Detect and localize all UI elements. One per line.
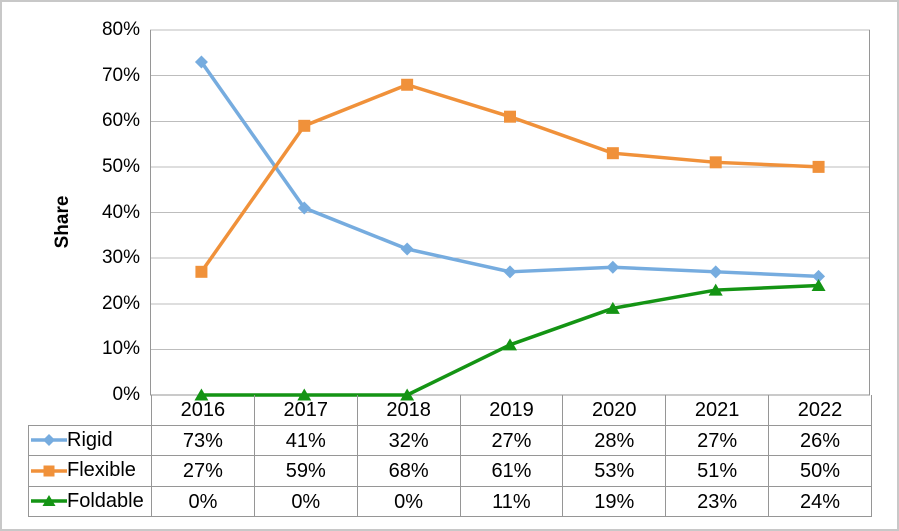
table-cell: 19% bbox=[563, 486, 667, 517]
data-point-rigid-2019 bbox=[503, 265, 517, 279]
y-tick-label: 50% bbox=[101, 155, 140, 177]
series-line-rigid bbox=[199, 60, 821, 279]
data-point-flexible-2020 bbox=[606, 147, 619, 160]
data-point-flexible-2022 bbox=[812, 160, 825, 173]
y-tick-label: 40% bbox=[101, 201, 140, 223]
table-cell: 68% bbox=[357, 456, 461, 487]
y-tick-label: 60% bbox=[101, 110, 140, 132]
table-cell: 28% bbox=[563, 425, 667, 456]
table-cell: 26% bbox=[769, 425, 872, 456]
x-axis-label: 2020 bbox=[563, 395, 667, 426]
legend-label-rigid: Rigid bbox=[67, 428, 113, 451]
data-point-foldable-2020 bbox=[605, 301, 620, 314]
table-cell: 0% bbox=[152, 486, 255, 517]
table-cell: 50% bbox=[769, 456, 872, 487]
legend-label-flexible: Flexible bbox=[67, 459, 136, 482]
x-axis-label: 2022 bbox=[769, 395, 872, 426]
data-point-foldable-2021 bbox=[708, 283, 723, 296]
x-axis-label: 2021 bbox=[666, 395, 770, 426]
data-point-foldable-2022 bbox=[811, 279, 826, 291]
table-cell: 61% bbox=[460, 456, 564, 487]
table-cell: 27% bbox=[666, 425, 770, 456]
x-axis-label: 2019 bbox=[460, 395, 564, 426]
data-point-rigid-2016 bbox=[194, 55, 208, 69]
data-point-flexible-2018 bbox=[401, 78, 414, 91]
table-cell: 32% bbox=[357, 425, 461, 456]
legend-key-foldable-icon bbox=[31, 495, 67, 507]
y-tick-label: 80% bbox=[101, 19, 140, 40]
data-point-rigid-2018 bbox=[400, 242, 414, 256]
data-point-foldable-2019 bbox=[503, 338, 517, 351]
data-point-rigid-2021 bbox=[709, 265, 723, 279]
y-tick-label: 10% bbox=[101, 338, 140, 360]
table-cell: 27% bbox=[152, 456, 255, 487]
table-cell: 24% bbox=[769, 486, 872, 517]
table-cell: 23% bbox=[666, 486, 770, 517]
y-tick-label: 70% bbox=[101, 64, 140, 86]
data-point-flexible-2019 bbox=[504, 110, 516, 123]
y-axis-labels: 0% 10% 20% 30% 40% 50% 60% 70% 80% bbox=[2, 2, 140, 529]
data-point-rigid-2020 bbox=[606, 260, 620, 274]
data-point-rigid-2017 bbox=[297, 201, 311, 215]
data-point-flexible-2021 bbox=[709, 156, 722, 169]
legend-key-flexible-icon bbox=[31, 465, 67, 477]
table-cell: 27% bbox=[460, 425, 564, 456]
data-point-rigid-2022 bbox=[812, 269, 826, 283]
legend-item-flexible: Flexible bbox=[28, 456, 152, 487]
data-point-foldable-2017 bbox=[297, 388, 312, 401]
table-cell: 51% bbox=[666, 456, 770, 487]
chart-data-table: 2016 2017 2018 2019 2020 2021 2022 Rigid… bbox=[28, 395, 872, 517]
y-tick-label: 0% bbox=[112, 384, 140, 405]
data-point-flexible-2016 bbox=[195, 265, 208, 278]
data-point-foldable-2016 bbox=[194, 388, 209, 401]
y-tick-label: 20% bbox=[101, 292, 140, 314]
table-cell: 73% bbox=[152, 425, 255, 456]
legend-item-rigid: Rigid bbox=[28, 425, 152, 456]
data-point-flexible-2017 bbox=[298, 119, 311, 132]
table-corner-blank bbox=[28, 395, 152, 426]
table-cell: 53% bbox=[563, 456, 667, 487]
table-cell: 0% bbox=[357, 486, 461, 517]
x-axis-label: 2018 bbox=[357, 395, 461, 426]
legend-label-foldable: Foldable bbox=[67, 489, 144, 512]
y-tick-label: 30% bbox=[101, 247, 140, 269]
table-cell: 59% bbox=[254, 456, 358, 487]
x-axis-label: 2017 bbox=[254, 395, 358, 426]
data-point-foldable-2018 bbox=[400, 388, 415, 401]
x-axis-label: 2016 bbox=[152, 395, 255, 426]
line-chart-plot-area bbox=[150, 29, 870, 401]
legend-item-foldable: Foldable bbox=[28, 486, 152, 517]
legend-key-rigid-icon bbox=[31, 434, 67, 447]
table-cell: 0% bbox=[254, 486, 358, 517]
table-cell: 11% bbox=[460, 486, 564, 517]
table-cell: 41% bbox=[254, 425, 358, 456]
